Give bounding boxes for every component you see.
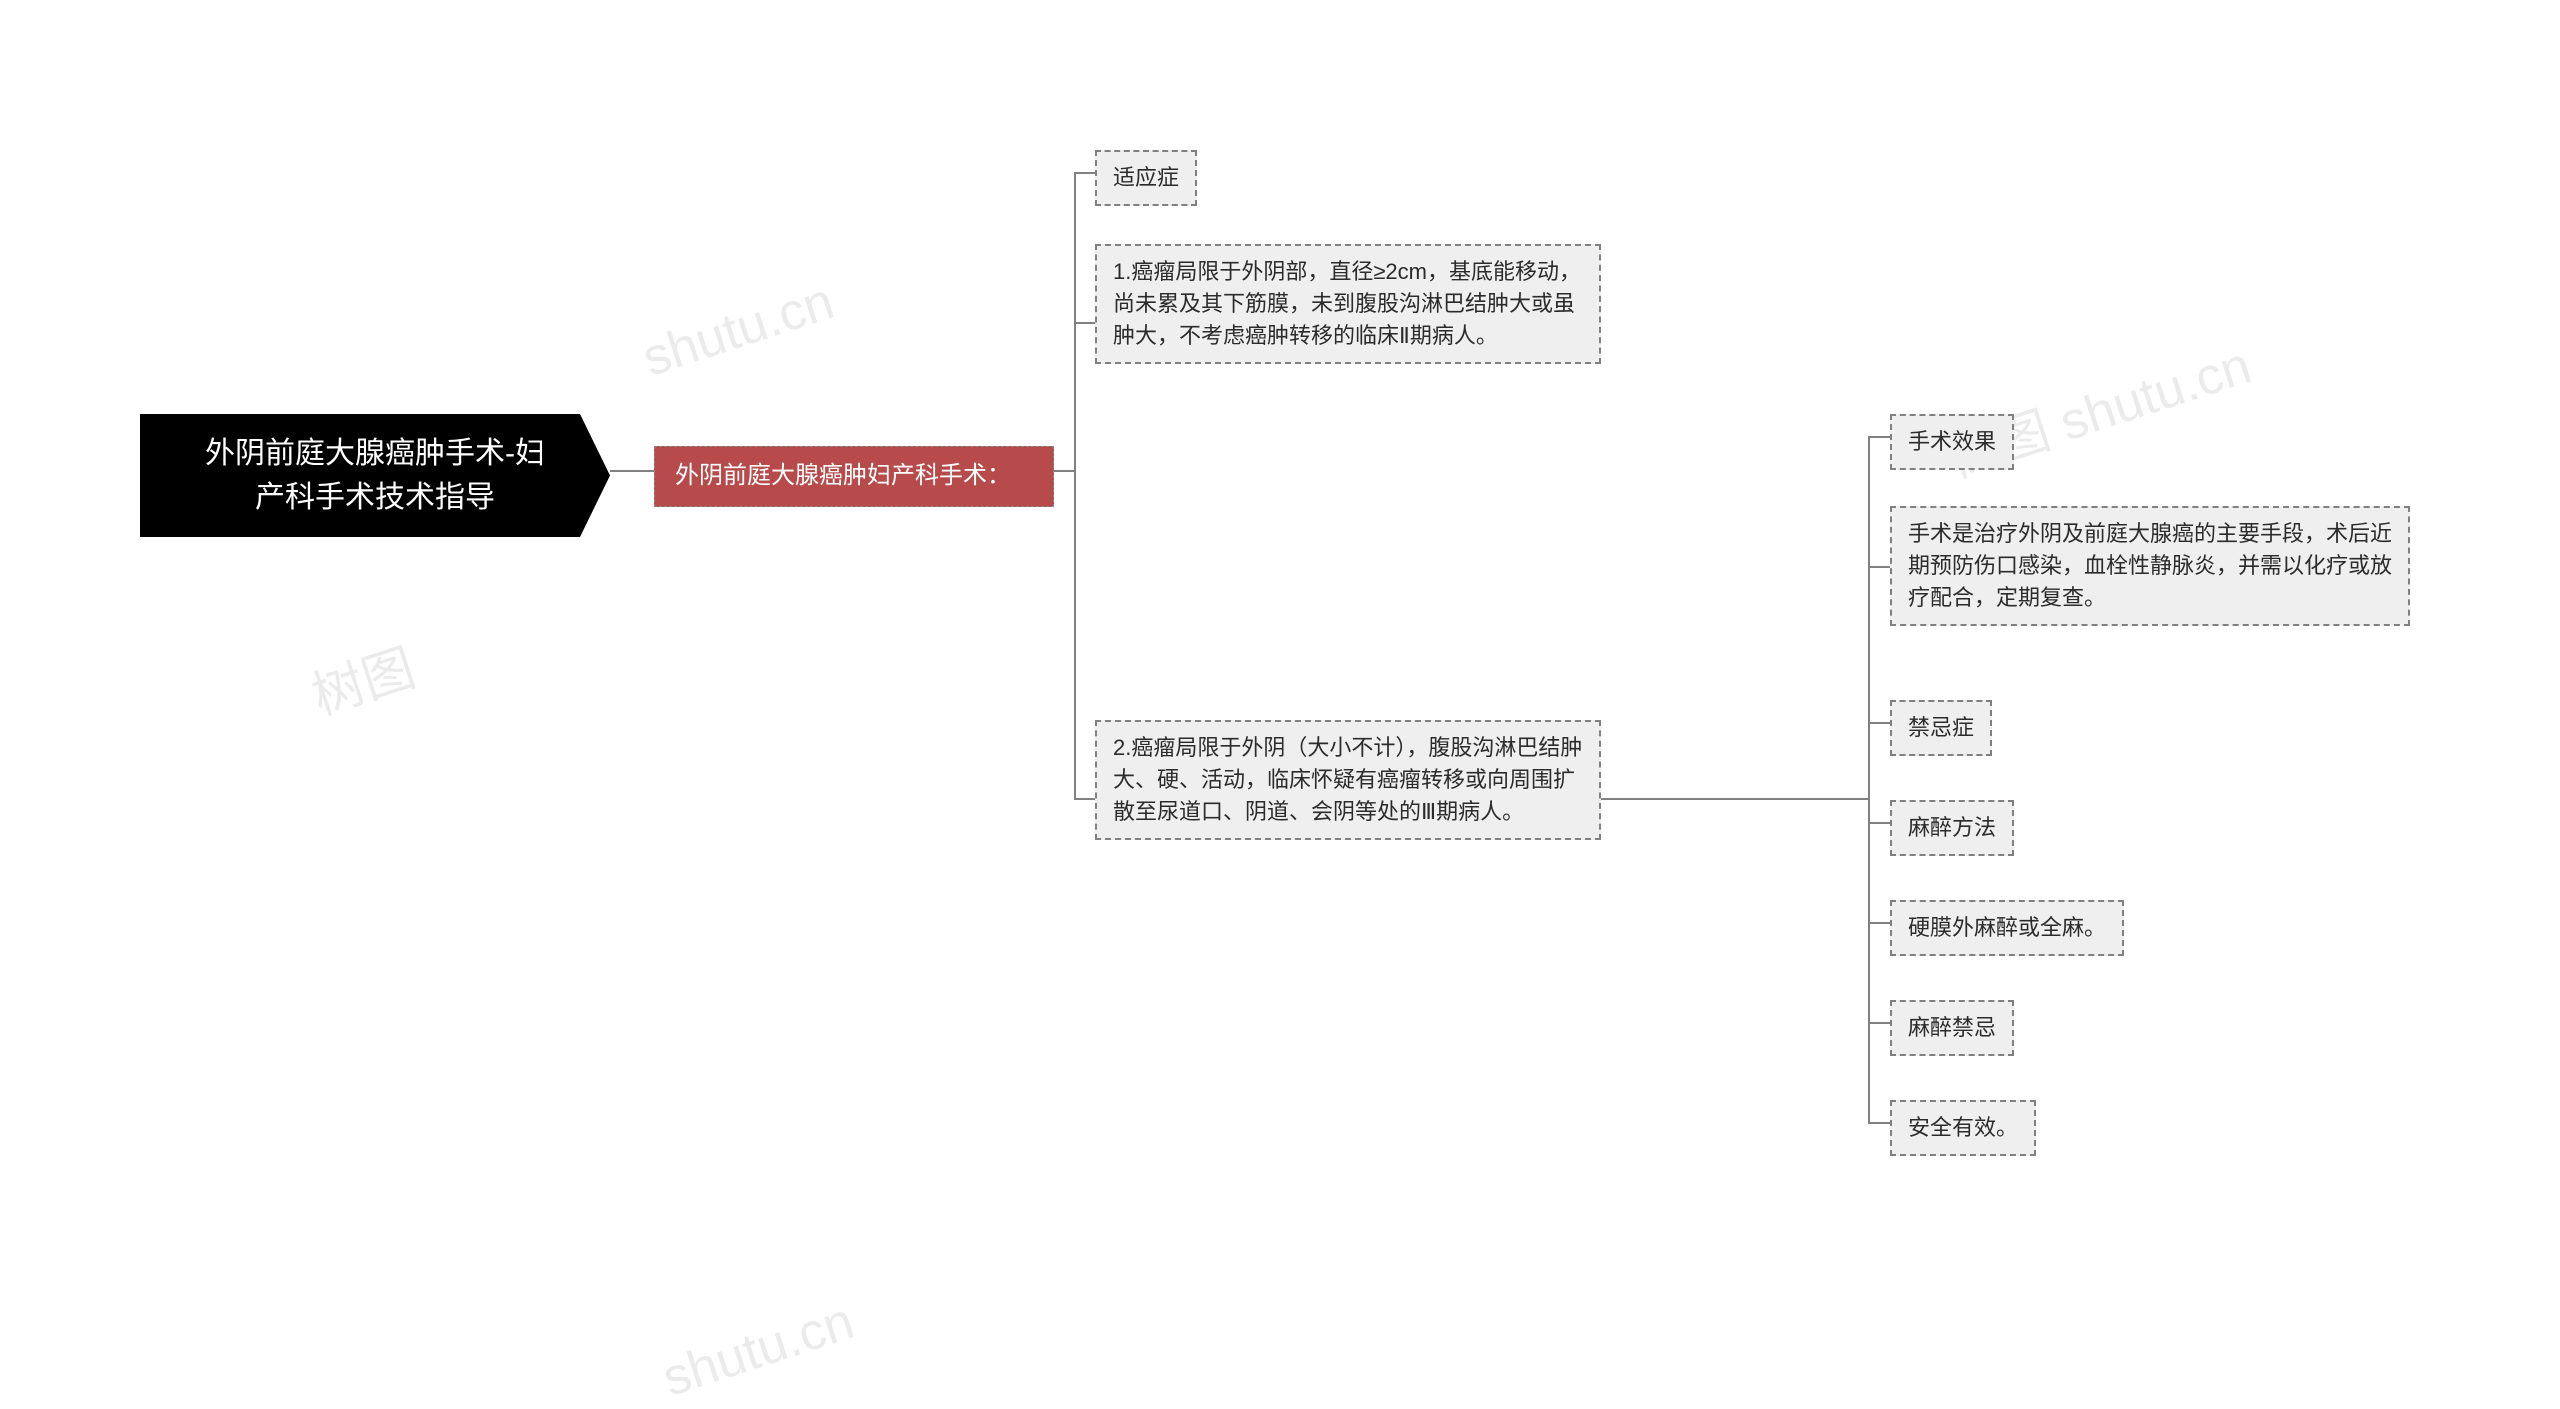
root-line-2: 产科手术技术指导 <box>168 476 582 520</box>
leaf-text: 麻醉方法 <box>1908 815 1996 840</box>
leaf-indication-title[interactable]: 适应症 <box>1095 150 1197 206</box>
watermark: 树图 <box>301 626 423 729</box>
leaf-text: 适应症 <box>1113 165 1179 190</box>
leaf-contraindication[interactable]: 禁忌症 <box>1890 700 1992 756</box>
connector <box>1868 1022 1890 1024</box>
root-node[interactable]: 外阴前庭大腺癌肿手术-妇 产科手术技术指导 <box>140 414 610 537</box>
root-line-1: 外阴前庭大腺癌肿手术-妇 <box>168 432 582 476</box>
watermark: shutu.cn <box>636 271 841 389</box>
leaf-indication-1[interactable]: 1.癌瘤局限于外阴部，直径≥2cm，基底能移动，尚未累及其下筋膜，未到腹股沟淋巴… <box>1095 244 1601 364</box>
connector <box>1868 436 1870 1124</box>
leaf-effect-title[interactable]: 手术效果 <box>1890 414 2014 470</box>
connector <box>1868 822 1890 824</box>
connector <box>1074 172 1076 800</box>
connector <box>610 470 654 472</box>
leaf-anesthesia-method[interactable]: 麻醉方法 <box>1890 800 2014 856</box>
leaf-text: 手术效果 <box>1908 429 1996 454</box>
leaf-indication-2[interactable]: 2.癌瘤局限于外阴（大小不计），腹股沟淋巴结肿大、硬、活动，临床怀疑有癌瘤转移或… <box>1095 720 1601 840</box>
leaf-text: 硬膜外麻醉或全麻。 <box>1908 915 2106 940</box>
connector <box>1868 722 1890 724</box>
leaf-text: 麻醉禁忌 <box>1908 1015 1996 1040</box>
mindmap-canvas: shutu.cn 树图 树图 shutu.cn shutu.cn 外阴前庭大腺癌… <box>0 0 2560 1389</box>
branch-node[interactable]: 外阴前庭大腺癌肿妇产科手术： <box>654 446 1054 507</box>
leaf-safe[interactable]: 安全有效。 <box>1890 1100 2036 1156</box>
leaf-anesthesia-detail[interactable]: 硬膜外麻醉或全麻。 <box>1890 900 2124 956</box>
leaf-text: 安全有效。 <box>1908 1115 2018 1140</box>
leaf-text: 禁忌症 <box>1908 715 1974 740</box>
connector <box>1601 798 1869 800</box>
leaf-text: 1.癌瘤局限于外阴部，直径≥2cm，基底能移动，尚未累及其下筋膜，未到腹股沟淋巴… <box>1113 259 1581 348</box>
connector <box>1074 322 1096 324</box>
leaf-text: 手术是治疗外阴及前庭大腺癌的主要手段，术后近期预防伤口感染，血栓性静脉炎，并需以… <box>1908 521 2392 610</box>
connector <box>1868 922 1890 924</box>
connector <box>1054 470 1074 472</box>
leaf-effect-body[interactable]: 手术是治疗外阴及前庭大腺癌的主要手段，术后近期预防伤口感染，血栓性静脉炎，并需以… <box>1890 506 2410 626</box>
leaf-anesthesia-contraindication[interactable]: 麻醉禁忌 <box>1890 1000 2014 1056</box>
connector <box>1074 798 1096 800</box>
connector <box>1868 1122 1890 1124</box>
watermark: shutu.cn <box>656 1291 861 1409</box>
connector <box>1868 436 1890 438</box>
branch-label: 外阴前庭大腺癌肿妇产科手术： <box>675 462 1011 489</box>
connector <box>1868 566 1890 568</box>
leaf-text: 2.癌瘤局限于外阴（大小不计），腹股沟淋巴结肿大、硬、活动，临床怀疑有癌瘤转移或… <box>1113 735 1582 824</box>
connector <box>1074 172 1096 174</box>
